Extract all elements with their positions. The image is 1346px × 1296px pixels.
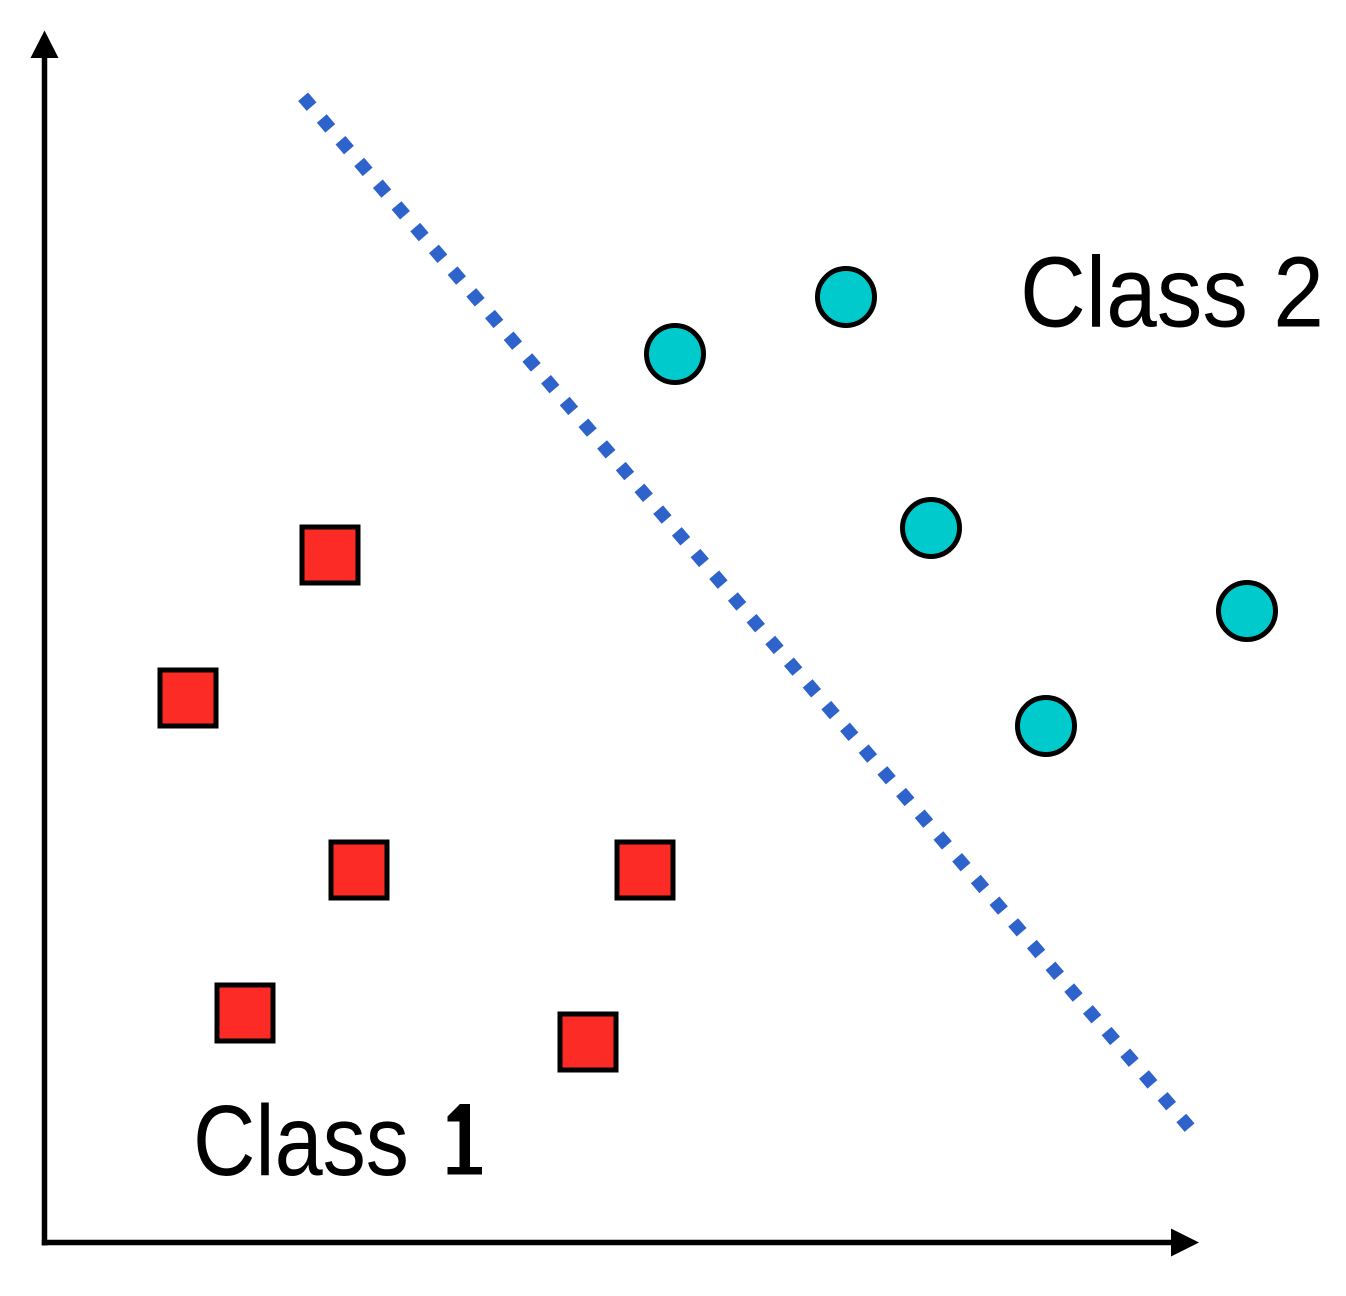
svg-text:Class 2: Class 2 [1020,237,1324,349]
svg-text:Class: Class [193,1085,409,1197]
